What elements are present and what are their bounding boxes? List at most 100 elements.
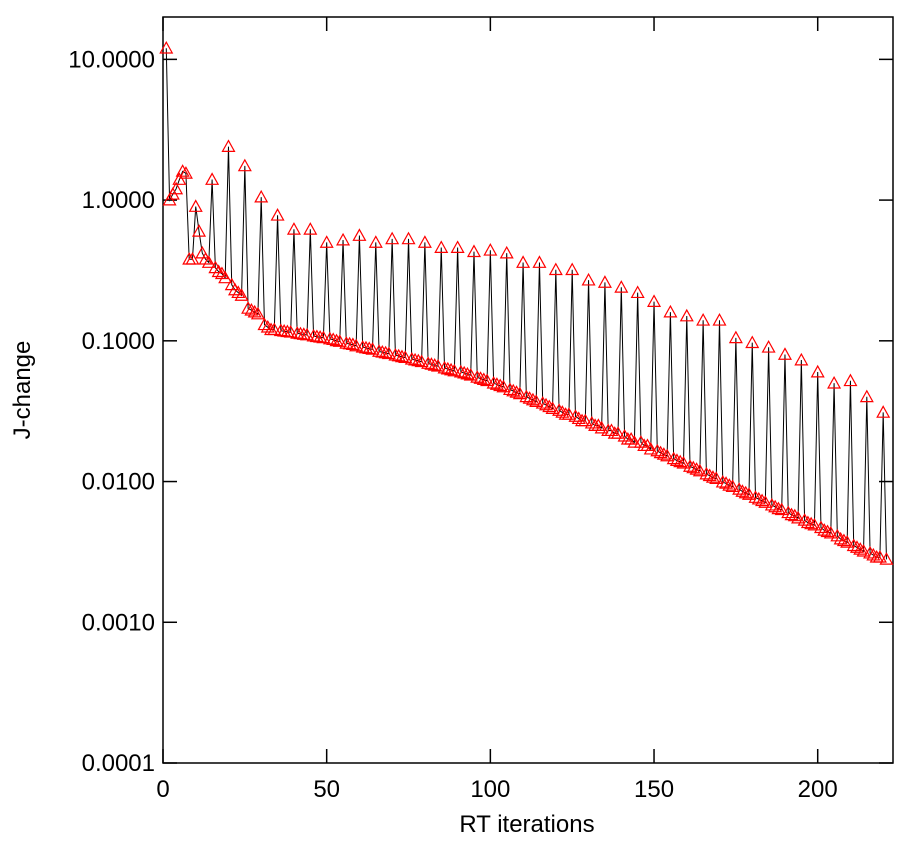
y-tick-label: 0.1000: [82, 328, 155, 355]
data-point: [516, 255, 531, 268]
data-point: [358, 340, 373, 354]
data-point: [823, 525, 838, 539]
data-point: [388, 347, 403, 361]
data-point: [830, 528, 845, 542]
data-point: [463, 367, 478, 381]
data-point: [417, 235, 432, 248]
data-point: [810, 364, 825, 378]
data-point: [725, 479, 740, 493]
data-point: [689, 462, 704, 475]
data-point: [401, 231, 416, 245]
data-point: [188, 199, 203, 212]
data-point: [460, 366, 475, 380]
data-point: [614, 280, 629, 293]
data-point: [856, 543, 871, 557]
data-point: [791, 510, 806, 524]
data-point: [650, 443, 665, 457]
data-point: [227, 282, 243, 296]
data-point: [398, 350, 413, 363]
data-point: [234, 288, 249, 301]
data-point: [542, 399, 557, 413]
data-point: [159, 40, 174, 54]
data-point: [408, 352, 423, 366]
data-point: [414, 354, 429, 368]
data-point: [185, 251, 200, 265]
data-point: [355, 340, 370, 353]
data-point: [846, 538, 861, 552]
data-point: [237, 158, 252, 172]
x-tick-label: 200: [798, 776, 838, 803]
data-point: [283, 325, 298, 338]
data-point: [624, 431, 639, 445]
x-tick-label: 150: [634, 776, 674, 803]
data-point: [231, 285, 246, 299]
data-point: [640, 438, 655, 452]
data-point: [804, 516, 819, 530]
data-point: [336, 232, 351, 246]
data-point: [777, 347, 792, 360]
data-point: [849, 540, 865, 553]
data-point: [745, 335, 760, 349]
data-point: [813, 520, 829, 534]
data-point: [522, 391, 537, 404]
x-tick-label: 0: [156, 776, 169, 803]
data-point: [732, 482, 747, 495]
data-point: [800, 515, 815, 529]
y-tick-label: 0.0001: [82, 750, 155, 777]
data-point: [496, 379, 511, 393]
data-point: [755, 493, 770, 507]
data-point: [643, 441, 658, 455]
x-tick-label: 50: [313, 776, 340, 803]
data-point: [372, 344, 387, 357]
data-point: [705, 470, 720, 483]
data-point: [853, 542, 868, 555]
data-point: [561, 407, 576, 420]
data-point: [365, 342, 380, 355]
data-point: [876, 405, 891, 418]
data-point: [807, 517, 822, 531]
data-point: [761, 340, 776, 353]
data-point: [833, 531, 848, 545]
data-point: [375, 344, 390, 358]
data-point: [719, 476, 734, 489]
data-line: [165, 48, 887, 560]
data-point: [424, 357, 439, 370]
data-point: [342, 336, 357, 350]
data-point: [532, 255, 547, 268]
data-point: [362, 341, 377, 355]
data-point: [630, 285, 645, 299]
data-point: [250, 306, 265, 320]
data-point: [349, 338, 364, 352]
y-tick-label: 10.0000: [68, 46, 155, 73]
data-point: [666, 451, 681, 465]
data-point: [735, 484, 750, 497]
data-point: [656, 447, 671, 460]
data-point: [267, 322, 282, 336]
data-point: [221, 139, 236, 152]
data-point: [339, 336, 354, 349]
plot-frame: [162, 16, 894, 764]
data-point: [820, 524, 835, 538]
data-point: [329, 333, 344, 347]
data-point: [316, 330, 331, 344]
data-point: [784, 507, 799, 521]
data-point: [466, 244, 482, 258]
data-point: [633, 435, 648, 448]
data-point: [591, 418, 606, 431]
data-point: [617, 428, 632, 442]
y-tick-label: 1.0000: [82, 187, 155, 214]
data-point: [411, 353, 426, 367]
x-tick-label: 100: [470, 776, 510, 803]
data-point: [303, 222, 318, 235]
data-point: [712, 313, 727, 326]
data-point: [771, 501, 786, 515]
data-point: [444, 362, 459, 376]
data-point: [555, 405, 570, 418]
data-point: [683, 459, 698, 472]
data-point: [254, 189, 269, 203]
data-point: [604, 423, 619, 437]
data-point: [493, 378, 508, 392]
data-point: [748, 490, 763, 503]
data-point: [571, 411, 586, 425]
